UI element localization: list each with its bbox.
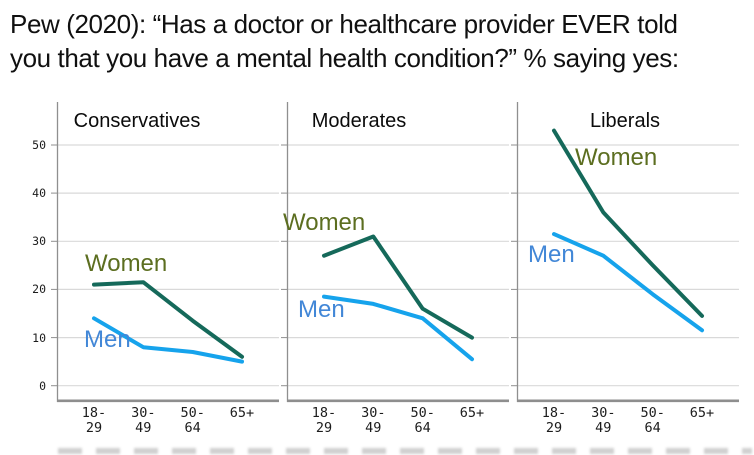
x-axis-tick-label: 18- 29 bbox=[311, 405, 337, 436]
x-axis-tick-label: 50- 64 bbox=[180, 405, 205, 436]
men-line bbox=[552, 232, 704, 333]
x-axis-tick-label: 50- 64 bbox=[410, 405, 435, 436]
x-axis-tick-label: 18- 29 bbox=[81, 405, 107, 436]
x-axis-tick-label: 50- 64 bbox=[640, 405, 665, 436]
series-label-women: Women bbox=[575, 144, 658, 171]
x-axis-tick-label: 65+ bbox=[459, 405, 485, 421]
women-line bbox=[92, 280, 244, 359]
women-line bbox=[552, 128, 704, 318]
figure-title-line1: Pew (2020): “Has a doctor or healthcare … bbox=[10, 9, 678, 39]
series-label-women: Women bbox=[85, 250, 168, 277]
panel-plot bbox=[511, 102, 739, 403]
panel-title: Liberals bbox=[589, 110, 661, 132]
series-label-men: Men bbox=[298, 296, 345, 323]
y-axis-tick-label: 30 bbox=[32, 234, 46, 249]
x-axis-tick-label: 30- 49 bbox=[361, 405, 386, 436]
x-axis-labels: 18- 29 30- 49 50- 64 65+ bbox=[511, 406, 739, 440]
x-axis-labels: 18- 29 30- 49 50- 64 65+ bbox=[51, 406, 279, 440]
panel-conservatives: Conservatives Women Men 18- 29 30- 49 50- 64 6… bbox=[51, 100, 279, 445]
y-axis-tick-label: 50 bbox=[32, 138, 46, 152]
y-axis-tick-label: 20 bbox=[32, 282, 46, 297]
men-line bbox=[92, 316, 244, 364]
x-axis-tick-label: 65+ bbox=[229, 405, 255, 421]
series-label-men: Men bbox=[528, 241, 575, 268]
panel-plot bbox=[281, 102, 509, 403]
figure-title-line2: you that you have a mental health condit… bbox=[10, 43, 679, 73]
y-axis-labels: 0 10 20 30 40 50 bbox=[0, 100, 49, 405]
panel-plot bbox=[51, 102, 279, 403]
panel-liberals: Liberals Women Men 18- 29 30- 49 50- 64 65+ bbox=[511, 100, 739, 445]
cutoff-text-artifact bbox=[58, 448, 752, 454]
x-axis-tick-label: 65+ bbox=[689, 405, 715, 421]
panel-moderates: Moderates Women Men 18- 29 30- 49 50- 64 65+ bbox=[281, 100, 509, 445]
x-axis-labels: 18- 29 30- 49 50- 64 65+ bbox=[281, 406, 509, 440]
panel-title: Moderates bbox=[311, 110, 407, 132]
x-axis-tick-label: 30- 49 bbox=[591, 405, 616, 436]
y-axis-tick-label: 40 bbox=[32, 186, 46, 201]
figure-title: Pew (2020): “Has a doctor or healthcare … bbox=[10, 7, 750, 75]
x-axis-tick-label: 30- 49 bbox=[131, 405, 156, 436]
y-axis-tick-label: 0 bbox=[39, 378, 46, 393]
men-line bbox=[322, 294, 474, 362]
series-label-women: Women bbox=[283, 209, 366, 236]
charts-row: 0 10 20 30 40 50 Conservatives Women Men 18- 29 3… bbox=[0, 100, 739, 445]
x-axis-tick-label: 18- 29 bbox=[541, 405, 567, 436]
y-axis-tick-label: 10 bbox=[32, 330, 46, 345]
women-line bbox=[322, 234, 474, 340]
series-label-men: Men bbox=[84, 326, 131, 353]
panel-title: Conservatives bbox=[73, 110, 201, 132]
